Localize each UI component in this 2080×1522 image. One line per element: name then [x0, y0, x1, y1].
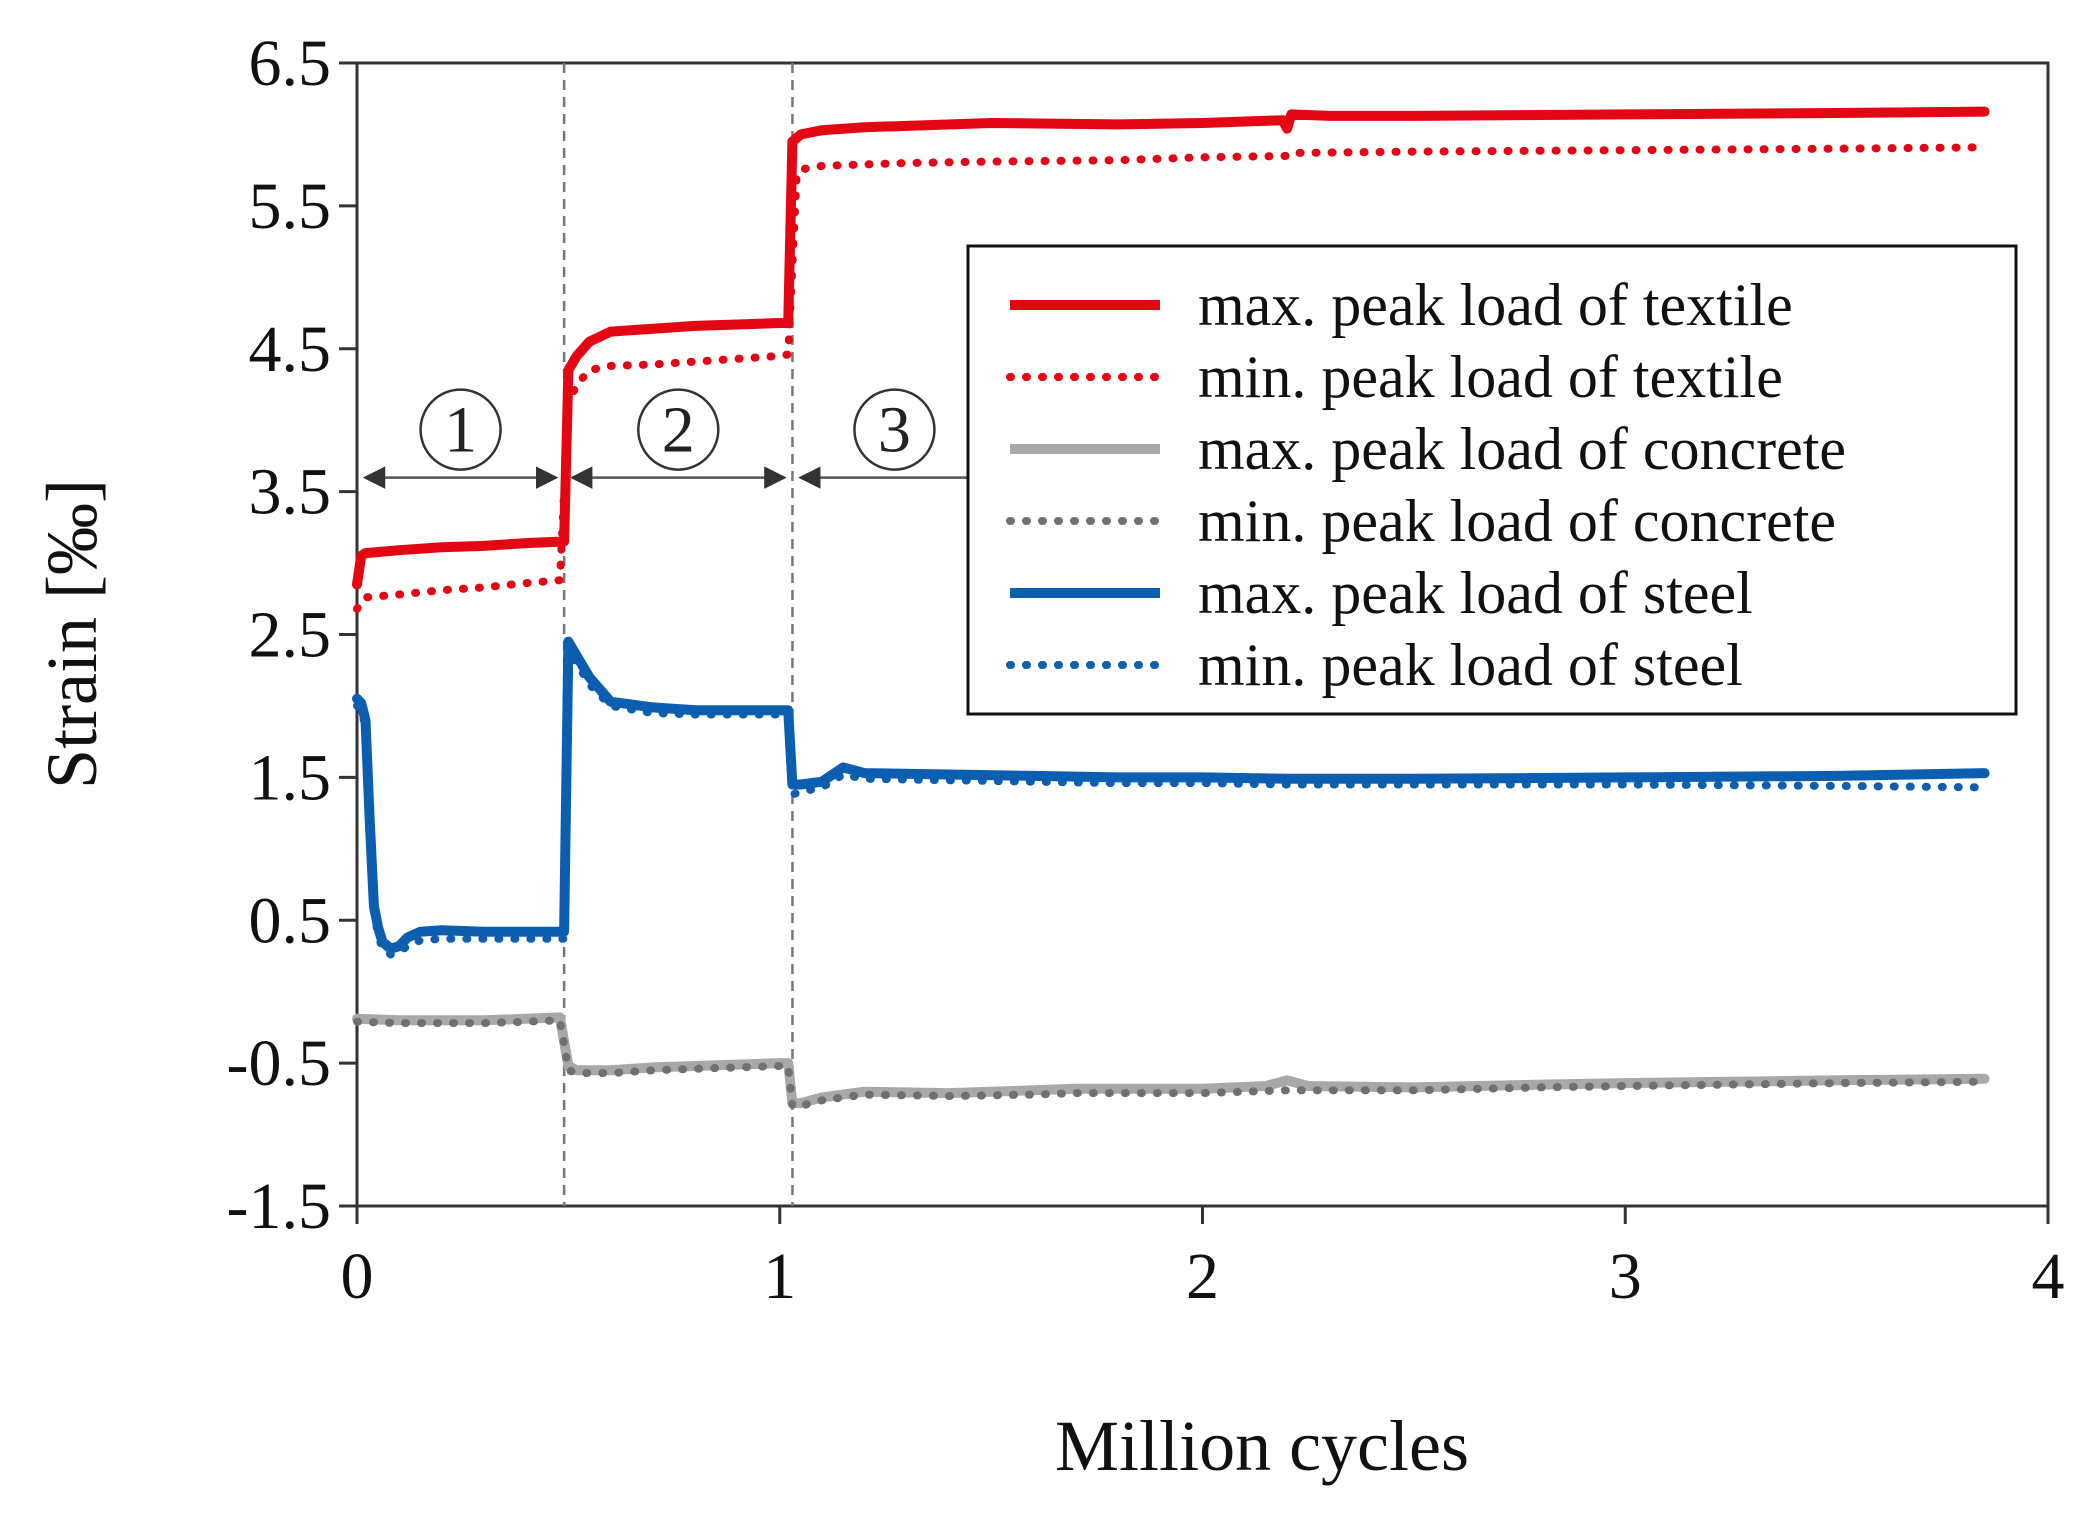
y-tick-label: 3.5 — [249, 456, 332, 529]
y-tick-label: 5.5 — [249, 170, 332, 243]
y-tick-label: 0.5 — [249, 884, 332, 957]
y-tick-label: 6.5 — [249, 27, 332, 100]
series-line-5 — [353, 644, 1989, 959]
x-tick-label: 1 — [763, 1240, 796, 1313]
y-tick-label: -0.5 — [227, 1027, 331, 1100]
series-line-0 — [352, 106, 1990, 590]
legend-label: min. peak load of textile — [1198, 344, 1783, 410]
series-group — [352, 106, 1990, 1110]
phase-label: 2 — [662, 394, 695, 467]
legend-box — [966, 244, 2018, 716]
phase-marker-circle — [637, 388, 720, 471]
y-tick-label: -1.5 — [227, 1170, 331, 1243]
phase-label: 3 — [878, 394, 911, 467]
x-tick-label: 3 — [1609, 1240, 1642, 1313]
legend-label: max. peak load of textile — [1198, 272, 1793, 338]
phase-marker-circle — [419, 388, 502, 471]
y-tick-label: 4.5 — [249, 313, 332, 386]
series-line-2 — [352, 1012, 1990, 1109]
series-line-3 — [353, 1016, 1989, 1110]
y-tick-label: 2.5 — [249, 599, 332, 672]
x-tick-label: 4 — [2032, 1240, 2065, 1313]
series-line-1 — [353, 143, 1989, 613]
y-axis-title: Strain [‰] — [32, 479, 112, 789]
x-tick-label: 0 — [341, 1240, 374, 1313]
legend-label: max. peak load of steel — [1198, 560, 1753, 626]
y-tick-label: 1.5 — [249, 741, 332, 814]
axis-ticks: 6.5 5.5 4.5 3.5 2.5 1.5 0.5 -0.5 -1.50 1 2 3 4 — [227, 27, 2065, 1313]
phase-marker-circle — [853, 388, 936, 471]
phase-label: 1 — [444, 394, 477, 467]
legend-label: min. peak load of concrete — [1198, 488, 1836, 554]
x-axis-title: Million cycles — [1055, 1406, 1469, 1486]
x-tick-label: 2 — [1186, 1240, 1219, 1313]
legend-label: min. peak load of steel — [1198, 632, 1743, 698]
legend-label: max. peak load of concrete — [1198, 416, 1846, 482]
series-line-4 — [352, 636, 1990, 954]
